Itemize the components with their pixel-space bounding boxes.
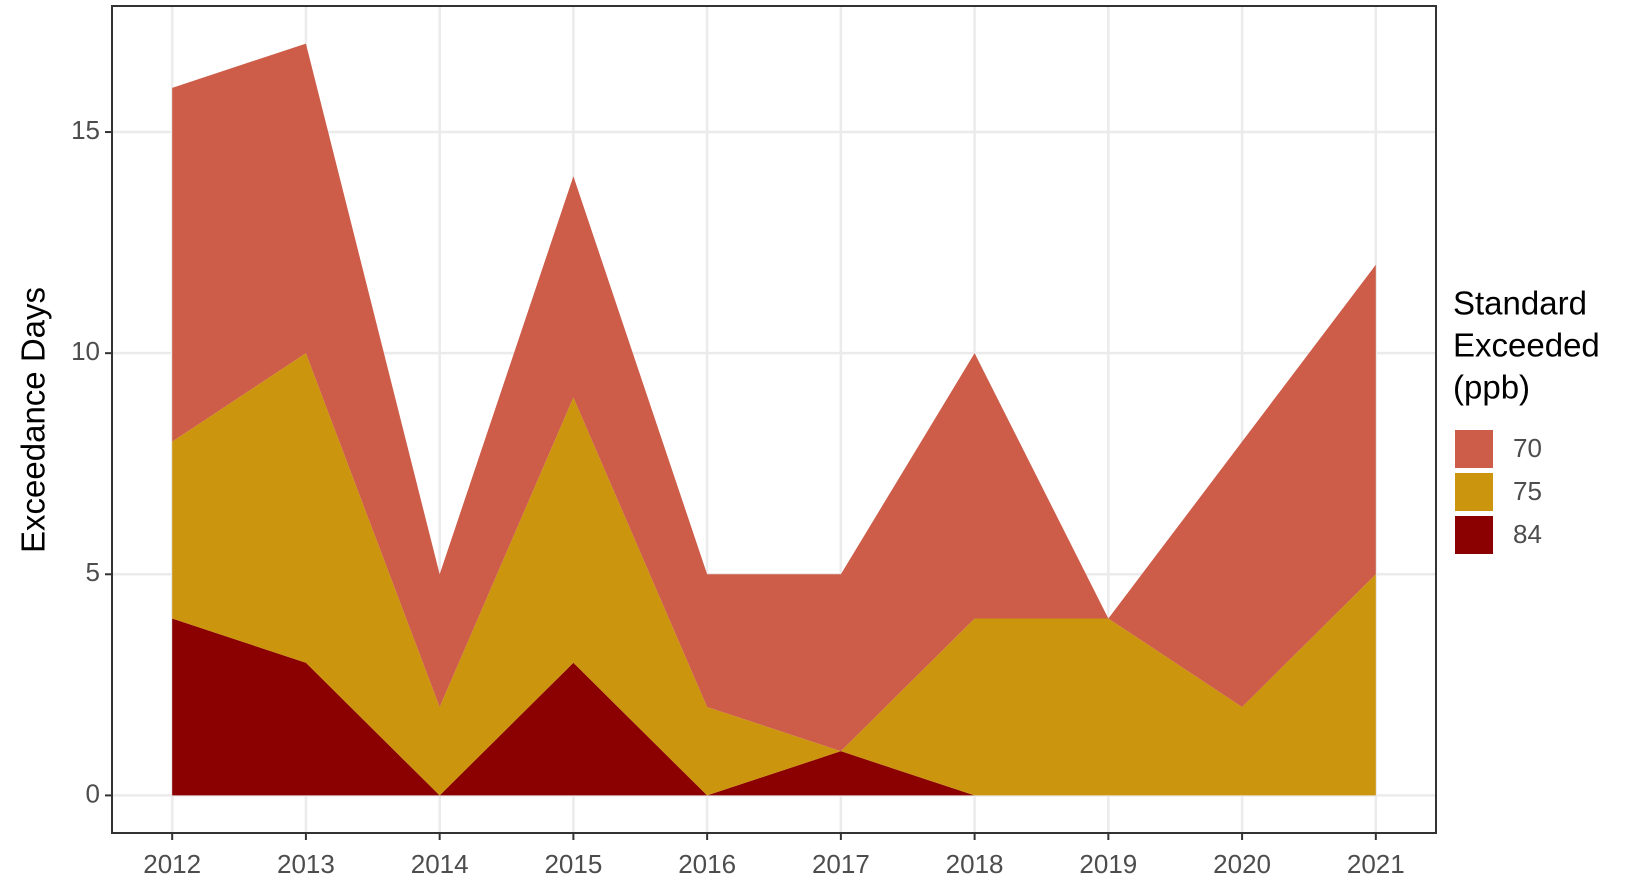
legend-key	[1455, 430, 1493, 468]
legend-title: (ppb)	[1453, 369, 1530, 406]
legend-title: Exceeded	[1453, 327, 1600, 364]
area	[172, 43, 1376, 752]
legend-label: 84	[1513, 519, 1542, 549]
area	[172, 353, 1376, 796]
x-tick-label: 2017	[812, 849, 870, 879]
legend-key	[1455, 516, 1493, 554]
x-tick-label: 2014	[411, 849, 469, 879]
x-tick-label: 2015	[544, 849, 602, 879]
x-tick-label: 2018	[946, 849, 1004, 879]
area	[172, 618, 1376, 796]
x-tick-label: 2016	[678, 849, 736, 879]
legend-title: Standard	[1453, 285, 1587, 322]
x-tick-label: 2020	[1213, 849, 1271, 879]
panel-border	[111, 5, 1437, 834]
y-tick-label: 10	[71, 336, 100, 366]
y-tick-label: 5	[86, 557, 100, 587]
legend-label: 70	[1513, 433, 1542, 463]
y-tick-label: 0	[86, 778, 100, 808]
x-tick-label: 2012	[143, 849, 201, 879]
x-tick-label: 2021	[1347, 849, 1405, 879]
x-tick-label: 2013	[277, 849, 335, 879]
y-tick-label: 15	[71, 115, 100, 145]
y-axis-label: Exceedance Days	[15, 287, 52, 553]
legend-label: 75	[1513, 476, 1542, 506]
x-tick-label: 2019	[1079, 849, 1137, 879]
legend-key	[1455, 473, 1493, 511]
